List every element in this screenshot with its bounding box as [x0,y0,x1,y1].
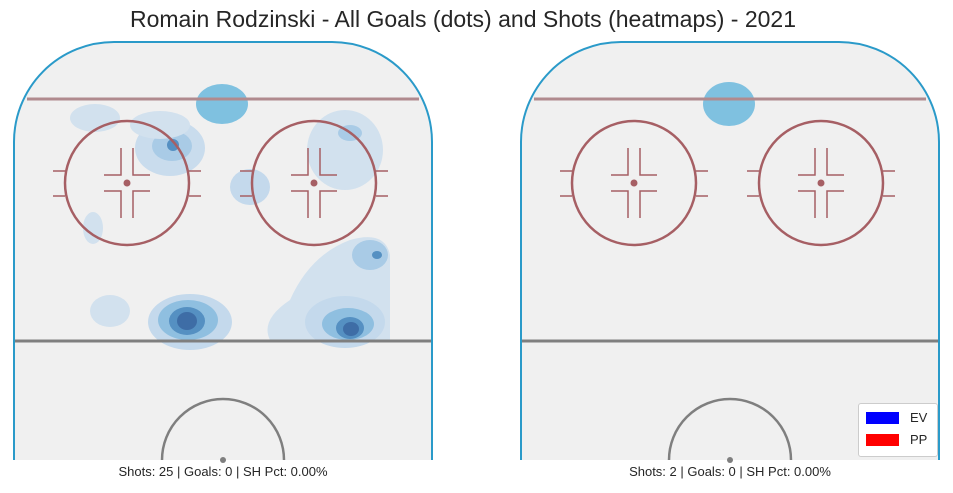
faceoff-circle-left [560,119,708,247]
heat-blob [196,84,248,124]
shot-heatmap-left [70,84,390,350]
heat-blob [177,312,197,330]
heat-blob [70,104,120,132]
legend: EV PP [858,403,938,457]
center-circle [160,397,286,461]
heat-blob [167,139,179,151]
heat-blob [343,322,359,336]
legend-swatch-pp [866,434,899,446]
rink-boards [519,41,941,460]
chart-title: Romain Rodzinski - All Goals (dots) and … [129,6,797,32]
center-circle [667,397,793,461]
heat-blob [130,111,190,139]
caption-left: Shots: 25 | Goals: 0 | SH Pct: 0.00% [118,464,328,479]
ice-surface [520,42,940,460]
legend-label-ev: EV [910,410,928,425]
center-dot [220,457,226,463]
legend-label-pp: PP [910,432,928,447]
heat-blob [703,82,755,126]
faceoff-circle-right [747,119,895,247]
heat-blob [90,295,130,327]
heat-blob [352,240,388,270]
heat-blob [372,251,382,259]
heat-blob [307,110,383,190]
shot-heatmap-right [703,82,755,126]
rink-right [519,41,941,463]
faceoff-circle-right [240,119,388,247]
caption-right: Shots: 2 | Goals: 0 | SH Pct: 0.00% [629,464,831,479]
center-dot [727,457,733,463]
rink-boards [12,41,434,460]
rink-left [12,41,434,463]
legend-swatch-ev [866,412,899,424]
faceoff-circle-left [53,119,201,247]
heat-blob [83,212,103,244]
heat-blob [230,169,270,205]
